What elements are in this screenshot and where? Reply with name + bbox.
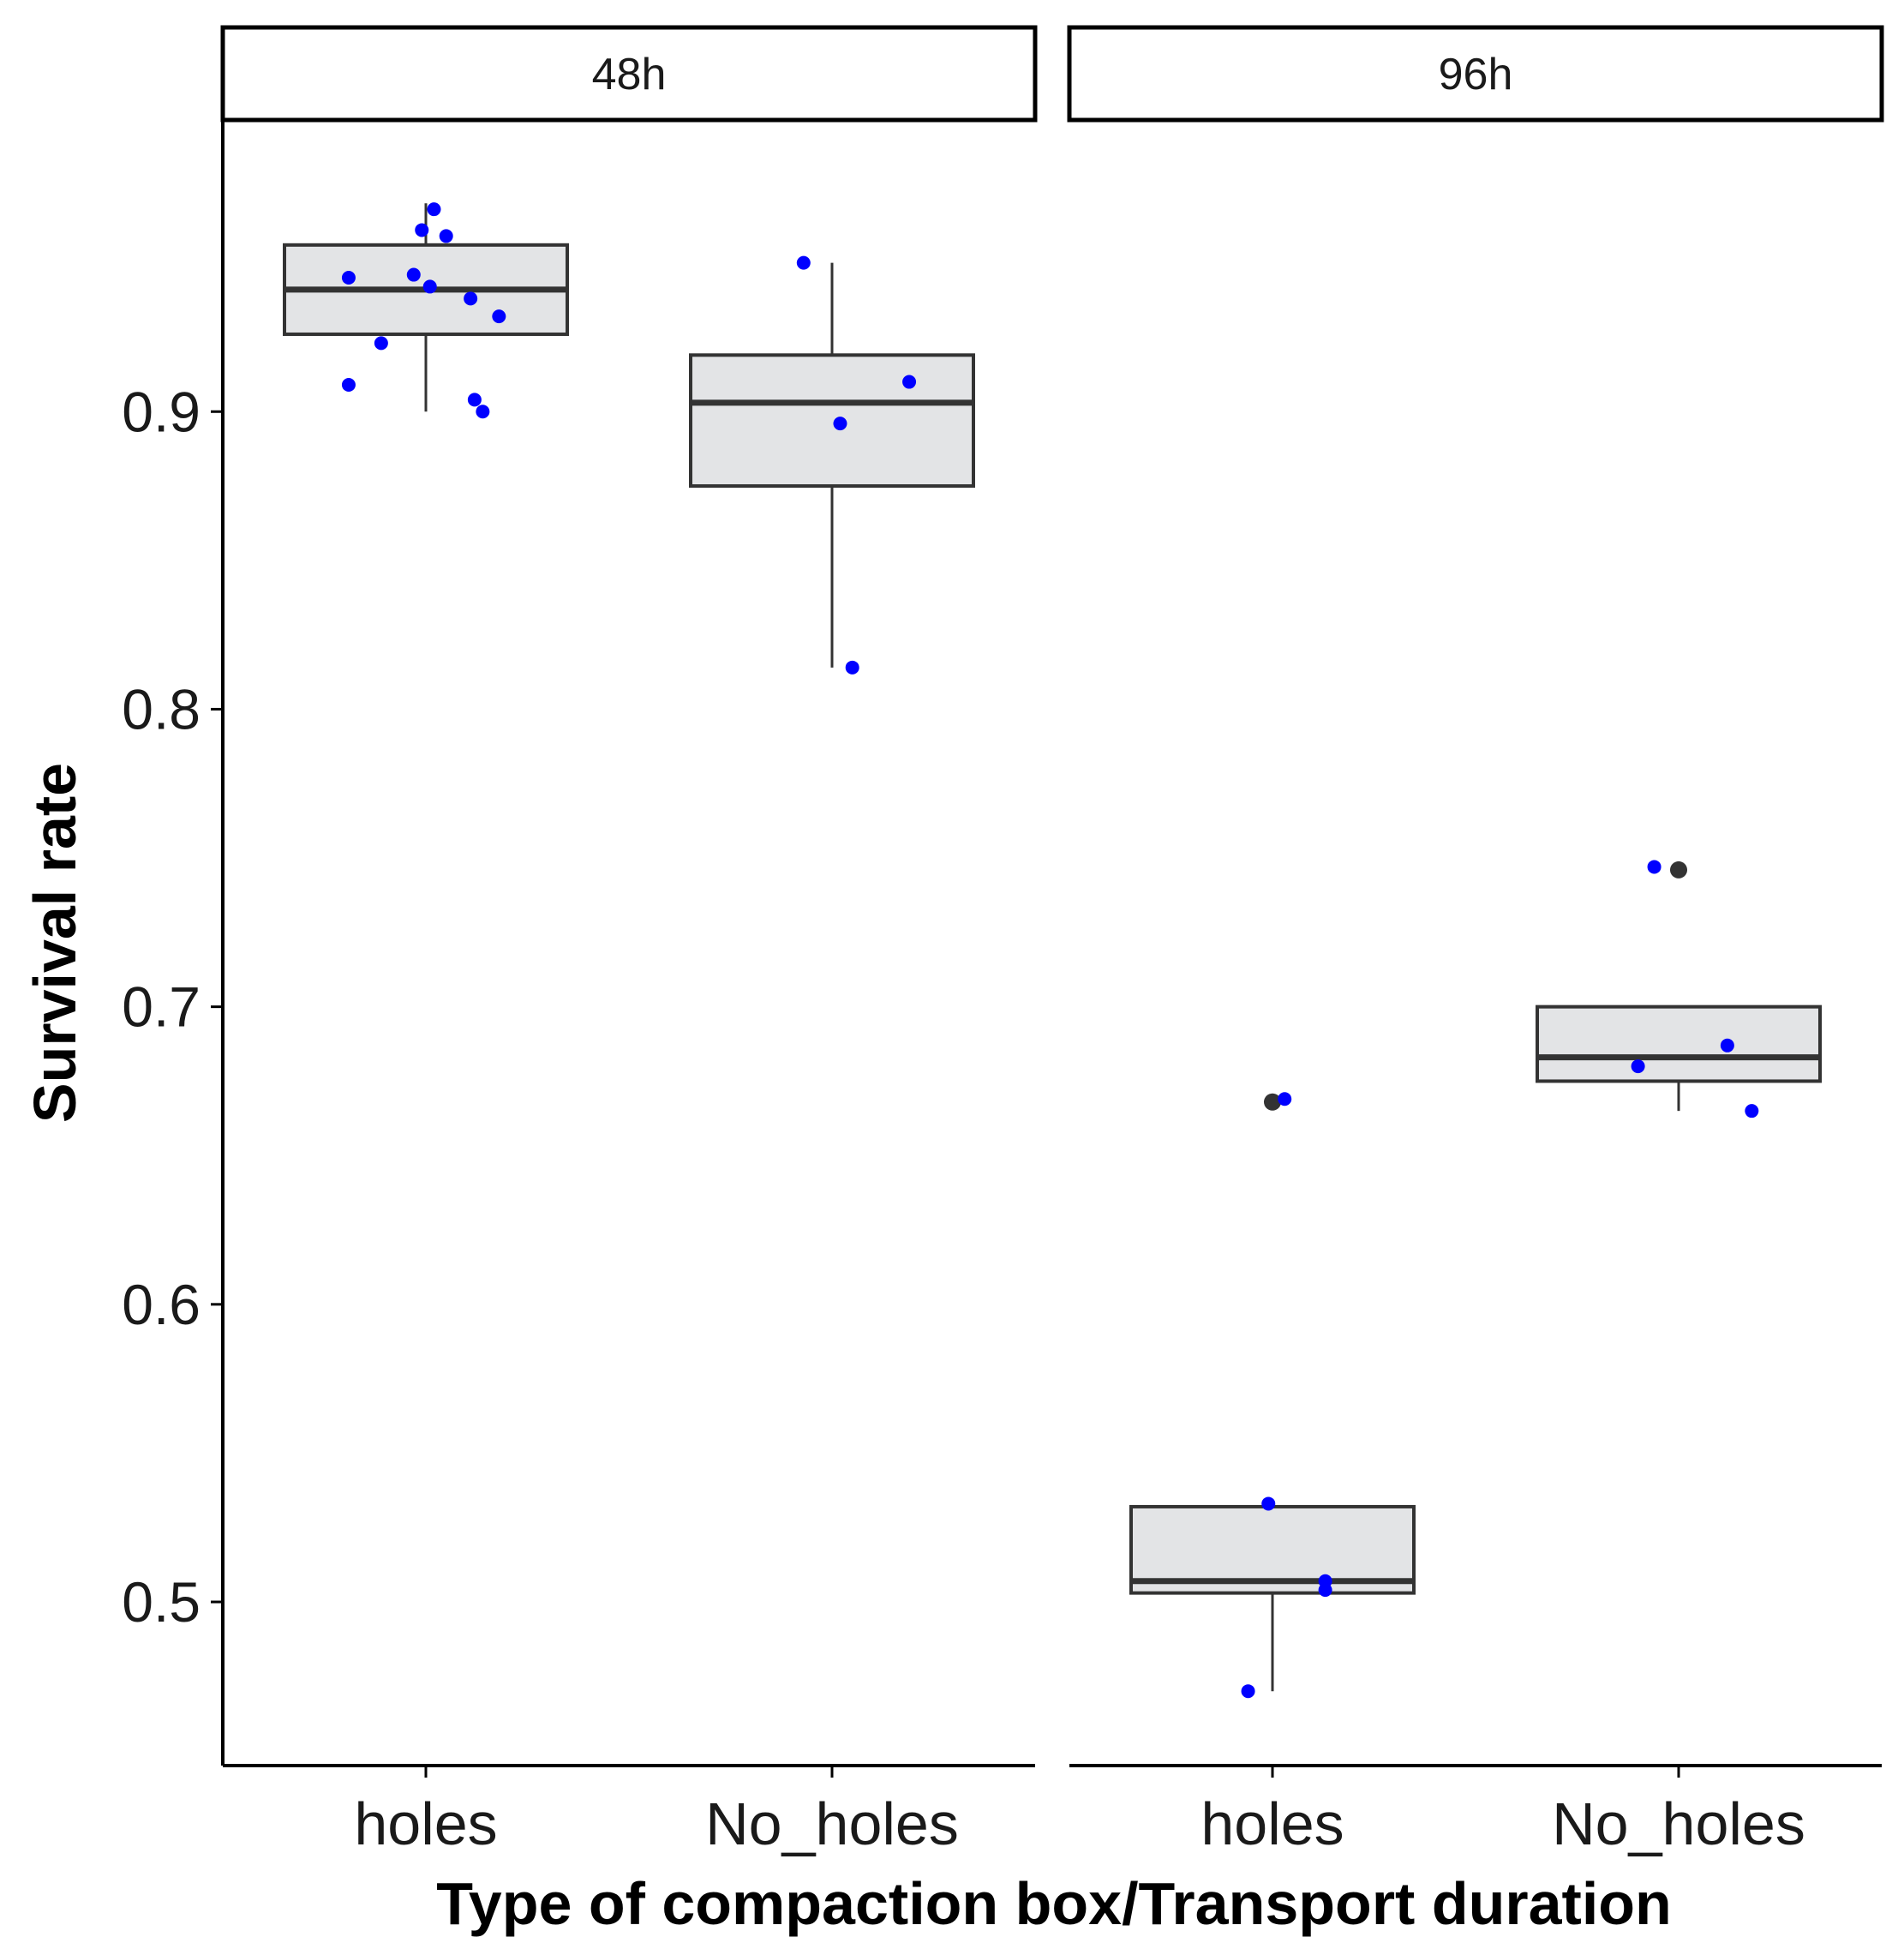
data-point (845, 660, 859, 675)
data-point (796, 255, 811, 270)
y-axis-title: Survival rate (21, 763, 88, 1123)
data-point (467, 393, 482, 407)
box-48h-No_holes (689, 255, 975, 675)
data-point (492, 309, 506, 324)
data-point (341, 271, 356, 285)
iqr-box (689, 353, 975, 489)
panel-48h: 48h holes No_holes (220, 25, 1038, 1857)
x-tick-label: holes (1200, 1790, 1344, 1857)
strip-header (1067, 25, 1884, 123)
data-point (833, 417, 847, 431)
data-point (902, 375, 917, 389)
y-tick-label: 0.8 (122, 677, 201, 741)
data-point (1241, 1684, 1255, 1699)
data-point (1745, 1104, 1759, 1118)
data-point (406, 267, 421, 282)
data-point (1631, 1059, 1645, 1074)
y-tick-label: 0.7 (122, 975, 201, 1039)
y-tick-label: 0.9 (122, 380, 201, 443)
data-point (1278, 1092, 1292, 1106)
x-tick-label: No_holes (705, 1790, 959, 1857)
box-96h-No_holes (1536, 860, 1822, 1118)
data-point (439, 229, 453, 243)
outlier-point (1264, 1093, 1281, 1111)
data-point (1318, 1583, 1332, 1598)
data-point (1261, 1496, 1276, 1511)
strip-label: 48h (592, 50, 667, 99)
y-tick-label: 0.5 (122, 1570, 201, 1634)
y-tick-label: 0.6 (122, 1273, 201, 1336)
data-point (1647, 860, 1662, 874)
data-point (464, 291, 478, 306)
x-tick-label: holes (354, 1790, 497, 1857)
data-point (1720, 1038, 1734, 1052)
iqr-box (1536, 1004, 1822, 1083)
panel-96h: 96h holes No_holes (1067, 25, 1884, 1857)
data-point (422, 279, 437, 294)
y-axis: 0.5 0.6 0.7 0.8 0.9 (122, 380, 223, 1634)
data-point (374, 336, 388, 351)
strip-label: 96h (1439, 50, 1513, 99)
box-48h-holes (283, 202, 569, 419)
data-point (427, 202, 441, 217)
data-point (415, 223, 429, 237)
panels-layer: 48h holes No_holes 96h holes No_holes (220, 25, 1884, 1857)
data-point (341, 378, 356, 393)
x-axis-title: Type of compaction box/Transport duratio… (436, 1870, 1672, 1937)
outlier-point (1670, 861, 1687, 879)
data-point (476, 405, 490, 419)
box-96h-holes (1129, 1092, 1416, 1699)
strip-header (220, 25, 1038, 123)
x-tick-label: No_holes (1552, 1790, 1805, 1857)
